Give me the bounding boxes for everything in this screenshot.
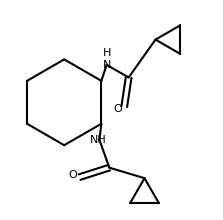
Text: N: N <box>103 60 111 70</box>
Text: H: H <box>103 48 111 58</box>
Text: NH: NH <box>90 135 107 145</box>
Text: O: O <box>113 104 122 114</box>
Text: O: O <box>69 170 77 180</box>
